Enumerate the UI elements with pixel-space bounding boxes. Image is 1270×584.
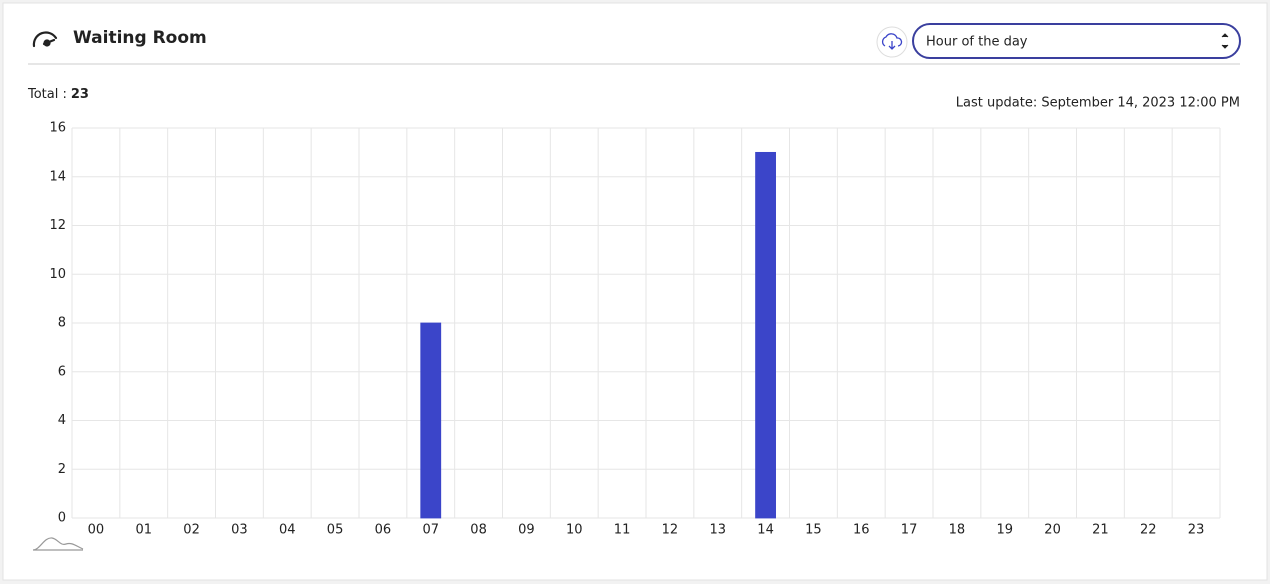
x-tick-label: 22 bbox=[1140, 523, 1157, 538]
x-tick-label: 20 bbox=[1044, 523, 1061, 538]
x-tick-label: 13 bbox=[709, 523, 726, 538]
x-tick-label: 09 bbox=[518, 523, 535, 538]
gauge-icon bbox=[32, 31, 58, 48]
last-update: Last update: September 14, 2023 12:00 PM bbox=[956, 96, 1240, 111]
select-value: Hour of the day bbox=[926, 35, 1028, 50]
y-tick-label: 2 bbox=[58, 462, 66, 477]
x-tick-label: 10 bbox=[566, 523, 583, 538]
x-tick-label: 18 bbox=[949, 523, 966, 538]
x-tick-label: 15 bbox=[805, 523, 822, 538]
y-tick-label: 8 bbox=[58, 316, 66, 331]
bar bbox=[755, 151, 776, 519]
x-tick-label: 05 bbox=[327, 523, 344, 538]
chart-icon bbox=[32, 537, 84, 551]
x-tick-label: 03 bbox=[231, 523, 248, 538]
y-tick-label: 16 bbox=[49, 121, 66, 136]
x-tick-label: 08 bbox=[470, 523, 487, 538]
x-tick-label: 23 bbox=[1188, 523, 1205, 538]
y-tick-label: 12 bbox=[49, 218, 66, 233]
y-tick-label: 4 bbox=[58, 413, 66, 428]
x-tick-label: 19 bbox=[996, 523, 1013, 538]
x-tick-label: 06 bbox=[375, 523, 392, 538]
x-tick-label: 11 bbox=[614, 523, 631, 538]
y-tick-label: 6 bbox=[58, 364, 66, 379]
x-tick-label: 14 bbox=[757, 523, 774, 538]
bar bbox=[420, 322, 442, 519]
x-tick-label: 17 bbox=[901, 523, 918, 538]
total: Total : 23 bbox=[27, 87, 89, 102]
total-value: 23 bbox=[71, 87, 89, 102]
download-button[interactable] bbox=[876, 26, 908, 58]
x-tick-label: 12 bbox=[662, 523, 679, 538]
y-tick-label: 10 bbox=[49, 267, 66, 282]
x-tick-label: 04 bbox=[279, 523, 296, 538]
x-tick-label: 02 bbox=[183, 523, 200, 538]
x-tick-label: 01 bbox=[135, 523, 152, 538]
y-tick-label: 14 bbox=[49, 169, 66, 184]
total-label: Total : bbox=[27, 87, 67, 102]
x-tick-label: 07 bbox=[422, 523, 439, 538]
period-select[interactable]: Hour of the day bbox=[912, 23, 1241, 59]
x-tick-label: 16 bbox=[853, 523, 870, 538]
y-tick-label: 0 bbox=[58, 511, 66, 526]
x-tick-label: 00 bbox=[88, 523, 105, 538]
widget-title: Waiting Room bbox=[73, 28, 207, 48]
x-tick-label: 21 bbox=[1092, 523, 1109, 538]
